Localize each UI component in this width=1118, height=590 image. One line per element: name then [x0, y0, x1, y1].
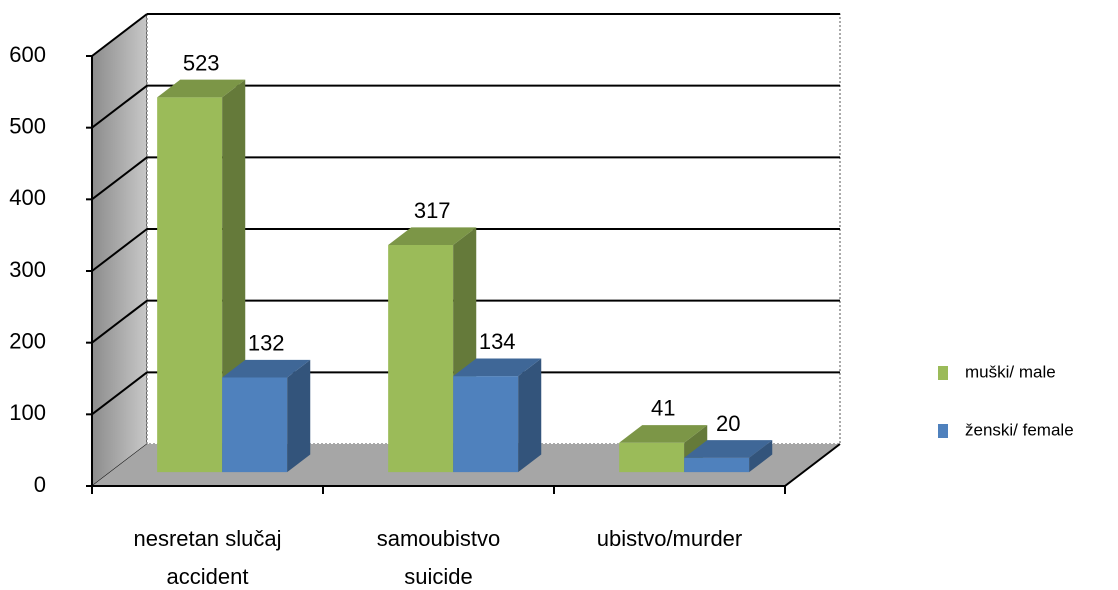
- grid-line: [91, 156, 148, 201]
- bar-top: [388, 227, 477, 245]
- x-tick-label: samoubistvo: [377, 526, 501, 551]
- bar-front: [157, 97, 223, 473]
- value-label: 41: [651, 396, 675, 421]
- legend-label: muški/ male: [965, 362, 1056, 381]
- value-label: 523: [183, 50, 220, 75]
- legend-swatch: [938, 366, 948, 380]
- x-tick-label: ubistvo/murder: [597, 526, 743, 551]
- y-tick-label: 400: [9, 185, 46, 210]
- x-tick-label: suicide: [404, 564, 472, 589]
- grid-line: [91, 371, 148, 416]
- bar-top: [453, 358, 542, 377]
- bar-side: [287, 359, 311, 473]
- bar-top: [684, 440, 773, 458]
- value-label: 317: [414, 198, 451, 223]
- value-label: 132: [248, 331, 285, 356]
- y-tick-label: 300: [9, 257, 46, 282]
- x-tick-label: accident: [167, 564, 249, 589]
- value-label: 20: [716, 411, 740, 436]
- y-tick-label: 600: [9, 42, 46, 67]
- bar-front: [222, 377, 288, 473]
- bar-side: [749, 440, 773, 473]
- grid-line: [91, 84, 148, 129]
- bar-front: [619, 442, 685, 473]
- y-tick-label: 0: [34, 472, 46, 497]
- bar-top: [157, 79, 246, 98]
- grid-line: [91, 299, 148, 344]
- grid-line: [91, 13, 148, 57]
- bar-side: [518, 358, 542, 473]
- x-tick-label: nesretan slučaj: [134, 526, 282, 551]
- legend-label: ženski/ female: [965, 420, 1074, 439]
- bar-top: [619, 425, 708, 443]
- y-tick-label: 500: [9, 113, 46, 138]
- y-tick-label: 100: [9, 400, 46, 425]
- floor-edge: [784, 443, 841, 487]
- value-label: 134: [479, 329, 516, 354]
- bar-front: [684, 457, 750, 473]
- bar-top: [222, 359, 311, 378]
- bar-front: [453, 376, 519, 473]
- bar-front: [388, 244, 454, 473]
- grid-line: [91, 228, 148, 272]
- legend-swatch: [938, 424, 948, 438]
- y-tick-label: 200: [9, 328, 46, 353]
